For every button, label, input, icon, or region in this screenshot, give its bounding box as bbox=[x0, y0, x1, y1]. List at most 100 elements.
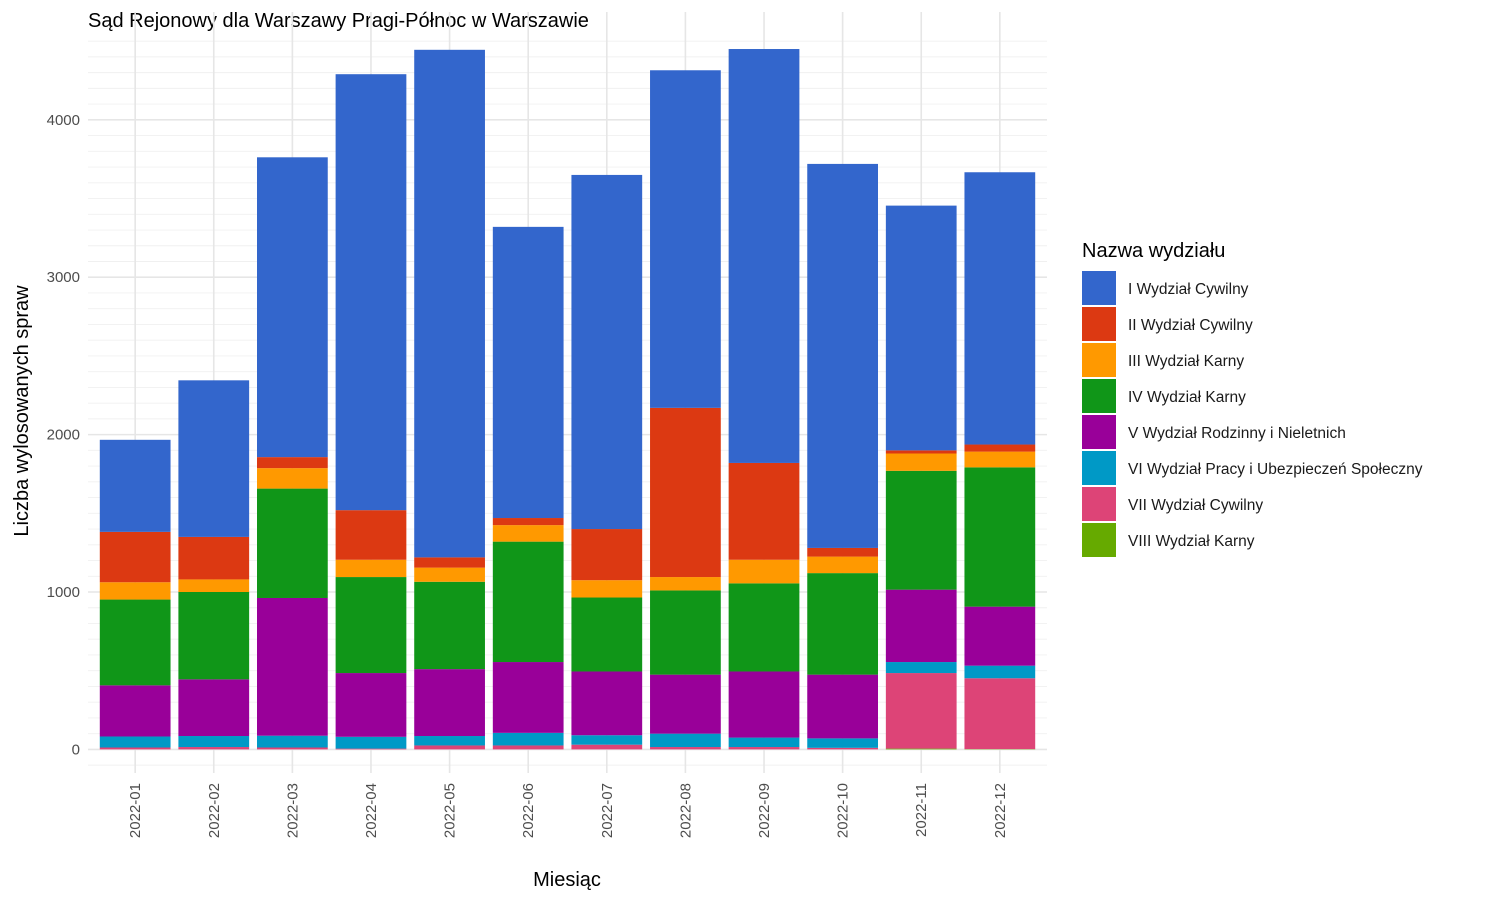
legend-swatch bbox=[1082, 523, 1116, 557]
x-tick-label: 2022-03 bbox=[284, 783, 301, 838]
bar-segment bbox=[807, 556, 878, 574]
legend-label: II Wydział Cywilny bbox=[1128, 317, 1253, 334]
bar-segment bbox=[99, 599, 171, 686]
legend-items: I Wydział Cywilny II Wydział Cywilny III W… bbox=[1082, 271, 1423, 557]
y-tick-label: 3000 bbox=[47, 269, 80, 286]
bar-segment bbox=[492, 662, 564, 733]
bar-segment bbox=[964, 665, 1036, 679]
legend-label: III Wydział Karny bbox=[1128, 353, 1244, 370]
legend-label: VI Wydział Pracy i Ubezpieczeń Społeczny bbox=[1128, 461, 1423, 478]
bar-segment bbox=[650, 577, 721, 591]
bar-segment bbox=[964, 678, 1036, 750]
bar-segment bbox=[414, 567, 485, 582]
bar-segment bbox=[414, 581, 485, 670]
bar-segment bbox=[885, 205, 957, 451]
bar-segment bbox=[650, 674, 721, 734]
bar-segment bbox=[492, 226, 564, 519]
bar-segment bbox=[650, 733, 721, 748]
bars bbox=[99, 49, 1036, 750]
bar-segment bbox=[807, 747, 878, 750]
x-axis-ticks: 2022-01 2022-02 2022-03 2022-04 2022-05 2022-… bbox=[127, 783, 1009, 838]
y-tick-label: 4000 bbox=[47, 112, 80, 129]
bar-segment bbox=[99, 685, 171, 737]
legend-label: VII Wydział Cywilny bbox=[1128, 497, 1263, 514]
x-tick-label: 2022-11 bbox=[913, 783, 930, 837]
bar-segment bbox=[99, 747, 171, 750]
bar-segment bbox=[807, 738, 878, 748]
x-tick-label: 2022-04 bbox=[363, 783, 380, 838]
bar-segment bbox=[178, 592, 250, 680]
legend: Nazwa wydziału I Wydział Cywilny II Wydzi… bbox=[1082, 240, 1423, 557]
bar-segment bbox=[728, 747, 800, 750]
legend-swatch bbox=[1082, 487, 1116, 521]
legend-swatch bbox=[1082, 415, 1116, 449]
bar-segment bbox=[99, 531, 171, 583]
legend-title: Nazwa wydziału bbox=[1082, 240, 1225, 262]
bar-segment bbox=[728, 671, 800, 738]
bar-segment bbox=[964, 451, 1036, 468]
x-tick-label: 2022-02 bbox=[206, 783, 223, 838]
bar-segment bbox=[885, 470, 957, 590]
bar-segment bbox=[178, 579, 250, 593]
bar-segment bbox=[335, 559, 407, 578]
legend-label: I Wydział Cywilny bbox=[1128, 281, 1249, 298]
bar-segment bbox=[257, 488, 328, 598]
x-tick-label: 2022-05 bbox=[442, 783, 459, 838]
bar-segment bbox=[178, 380, 250, 537]
bar-segment bbox=[964, 606, 1036, 666]
bar-segment bbox=[257, 468, 328, 489]
legend-swatch bbox=[1082, 271, 1116, 305]
bar-segment bbox=[728, 49, 800, 463]
bar-segment bbox=[335, 577, 407, 674]
bar-segment bbox=[335, 510, 407, 560]
bar-segment bbox=[335, 673, 407, 737]
bar-segment bbox=[885, 453, 957, 471]
bar-segment bbox=[964, 467, 1036, 607]
bar-segment bbox=[571, 744, 643, 750]
legend-swatch bbox=[1082, 451, 1116, 485]
y-tick-label: 1000 bbox=[47, 584, 80, 601]
bar-segment bbox=[571, 529, 643, 581]
bar-segment bbox=[571, 580, 643, 598]
bar-segment bbox=[99, 439, 171, 532]
bar-segment bbox=[178, 736, 250, 748]
bar-segment bbox=[414, 557, 485, 568]
bar-segment bbox=[807, 674, 878, 739]
bar-segment bbox=[807, 573, 878, 675]
bar-segment bbox=[885, 450, 957, 454]
bar-segment bbox=[964, 444, 1036, 452]
bar-segment bbox=[571, 174, 643, 530]
bar-segment bbox=[257, 457, 328, 469]
x-tick-label: 2022-08 bbox=[677, 783, 694, 838]
bar-segment bbox=[728, 559, 800, 584]
bar-segment bbox=[807, 163, 878, 548]
bar-segment bbox=[178, 747, 250, 750]
y-tick-label: 0 bbox=[72, 741, 80, 758]
bar-segment bbox=[571, 735, 643, 745]
legend-label: V Wydział Rodzinny i Nieletnich bbox=[1128, 425, 1346, 442]
bar-segment bbox=[571, 597, 643, 672]
bar-segment bbox=[492, 745, 564, 750]
bar-segment bbox=[492, 518, 564, 526]
x-tick-label: 2022-09 bbox=[756, 783, 773, 838]
bar-segment bbox=[257, 735, 328, 748]
x-tick-label: 2022-01 bbox=[127, 783, 144, 838]
x-tick-label: 2022-10 bbox=[835, 783, 852, 838]
bar-segment bbox=[728, 583, 800, 672]
bar-segment bbox=[885, 589, 957, 663]
bar-segment bbox=[492, 525, 564, 542]
bar-segment bbox=[728, 737, 800, 748]
bar-segment bbox=[178, 679, 250, 737]
bar-segment bbox=[492, 541, 564, 663]
bar-segment bbox=[335, 74, 407, 511]
bar-segment bbox=[414, 736, 485, 746]
bar-segment bbox=[650, 747, 721, 750]
bar-segment bbox=[257, 747, 328, 750]
bar-segment bbox=[335, 748, 407, 750]
bar-segment bbox=[650, 70, 721, 408]
bar-segment bbox=[571, 671, 643, 736]
bar-segment bbox=[885, 662, 957, 674]
bar-segment bbox=[99, 582, 171, 600]
legend-label: VIII Wydział Karny bbox=[1128, 533, 1255, 550]
